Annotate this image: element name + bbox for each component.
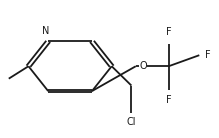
Text: F: F — [166, 27, 171, 37]
Text: O: O — [139, 61, 147, 71]
Text: F: F — [166, 95, 171, 105]
Text: F: F — [205, 50, 210, 60]
Text: Cl: Cl — [127, 117, 136, 127]
Text: N: N — [42, 26, 50, 36]
